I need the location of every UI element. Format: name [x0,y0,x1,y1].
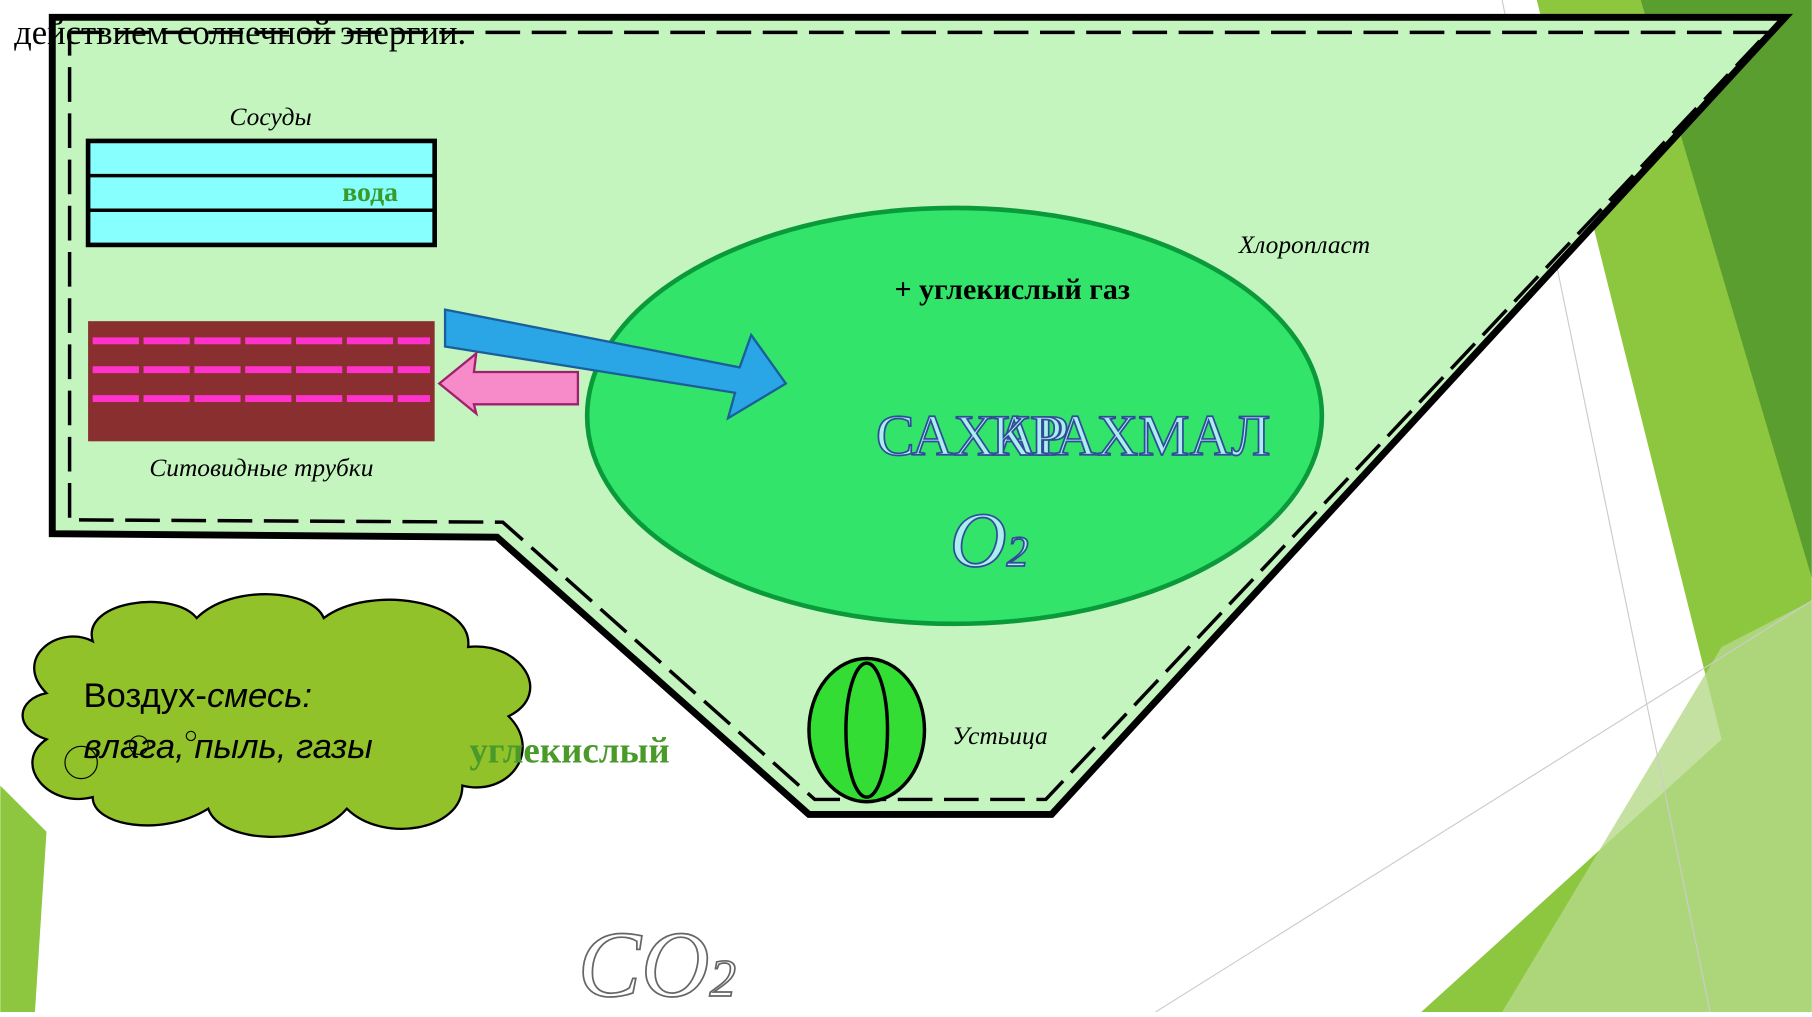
starch: КРАХМАЛ [991,405,1270,468]
cloud-text: Воздух-смесь: [83,677,312,715]
co2-label: углекислый [469,729,669,770]
cloud-mix: смесь: [207,677,312,715]
page: действием солнечной энергии. Сосуды вода… [0,0,1812,1012]
slide: действием солнечной энергии. Сосуды вода… [0,0,1812,1012]
deco-right-light [1502,601,1812,1012]
deco-left [0,786,46,1012]
co2-symbol: CO [578,913,710,1012]
co2-index: 2 [710,950,737,1008]
cloud-air: Воздух- [83,677,207,715]
co2-input: + углекислый газ [894,273,1130,306]
label: вода [342,176,398,207]
air-cloud [23,594,531,837]
label: Сосуды [230,103,312,131]
label: Хлоропласт [1238,231,1370,259]
stoma [809,658,925,801]
co2: CO2 [578,913,736,1012]
label: Ситовидные трубки [149,454,373,482]
cloud-items: влага, пыль, газы [83,728,372,766]
label: Устьица [952,722,1048,750]
oxygen-index: 2 [1007,528,1029,576]
oxygen-symbol: O [950,496,1007,583]
top-text: действием солнечной энергии. [14,14,466,52]
